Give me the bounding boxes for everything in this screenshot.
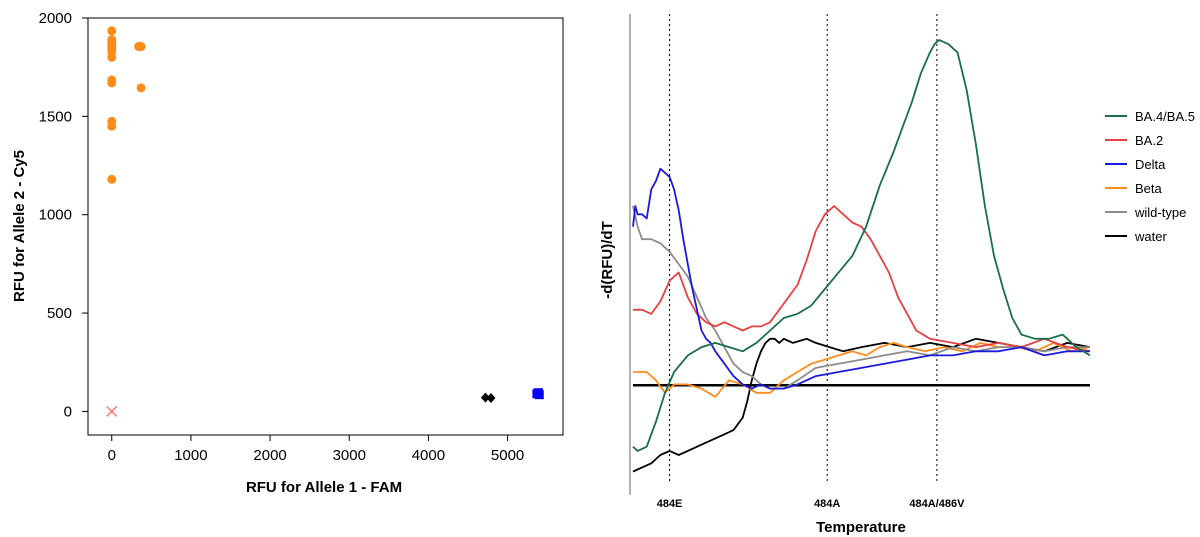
scatter-point — [107, 174, 117, 184]
scatter-point — [107, 78, 117, 88]
x-tick-label: 0 — [108, 447, 116, 464]
scatter-x-axis-title: RFU for Allele 1 - FAM — [246, 479, 402, 496]
x-tick-label: 4000 — [412, 447, 445, 464]
legend-label: Delta — [1135, 157, 1166, 172]
melt-series-line — [632, 39, 1091, 452]
melt-curve-chart: 484E 484A 484A/486V Temperature -d(RFU)/dT… — [599, 14, 1195, 536]
scatter-x-axis: 0 1000 2000 3000 4000 5000 — [108, 435, 524, 464]
scatter-point — [107, 52, 117, 62]
x-tick-label: 3000 — [333, 447, 366, 464]
x-tick-label: 2000 — [253, 447, 286, 464]
scatter-point — [486, 393, 496, 404]
legend-label: wild-type — [1134, 205, 1186, 220]
melt-series-line — [632, 205, 1090, 390]
legend-label: Beta — [1135, 181, 1163, 196]
scatter-y-axis: 0 500 1000 1500 2000 — [39, 10, 88, 420]
scatter-point — [533, 388, 543, 398]
scatter-point — [136, 42, 146, 52]
legend-label: water — [1134, 229, 1167, 244]
scatter-plot-frame — [87, 17, 564, 436]
melt-vertical-markers — [669, 14, 938, 483]
melt-series-line — [633, 205, 1091, 353]
melt-series-line — [632, 337, 1091, 473]
melt-series-lines — [632, 39, 1091, 473]
temperature-marker-label: 484A — [814, 498, 840, 510]
melt-legend: BA.4/BA.5 BA.2 Delta Beta wild-type water — [1105, 109, 1195, 244]
melt-series-line — [633, 342, 1091, 398]
scatter-point — [136, 83, 146, 93]
temperature-marker-label: 484E — [657, 498, 683, 510]
melt-marker-labels: 484E 484A 484A/486V — [657, 498, 965, 510]
melt-y-axis-title: -d(RFU)/dT — [599, 221, 616, 298]
scatter-points — [106, 26, 544, 417]
y-tick-label: 500 — [47, 305, 72, 322]
scatter-point — [106, 405, 118, 417]
y-tick-label: 2000 — [39, 10, 72, 27]
scatter-point — [107, 121, 117, 131]
temperature-marker-label: 484A/486V — [909, 498, 965, 510]
allele-scatter-plot: 0 1000 2000 3000 4000 5000 0 500 1000 1500 2000 R… — [11, 10, 564, 496]
legend-label: BA.4/BA.5 — [1135, 109, 1195, 124]
legend-label: BA.2 — [1135, 133, 1163, 148]
y-tick-label: 1000 — [39, 207, 72, 224]
x-tick-label: 1000 — [174, 447, 207, 464]
scatter-y-axis-title: RFU for Allele 2 - Cy5 — [11, 150, 28, 302]
x-tick-label: 5000 — [491, 447, 524, 464]
scatter-point — [107, 26, 117, 36]
melt-x-axis-title: Temperature — [816, 519, 906, 536]
y-tick-label: 1500 — [39, 108, 72, 125]
melt-series-line — [632, 167, 1090, 390]
y-tick-label: 0 — [64, 403, 72, 420]
scatter-point — [480, 392, 490, 403]
